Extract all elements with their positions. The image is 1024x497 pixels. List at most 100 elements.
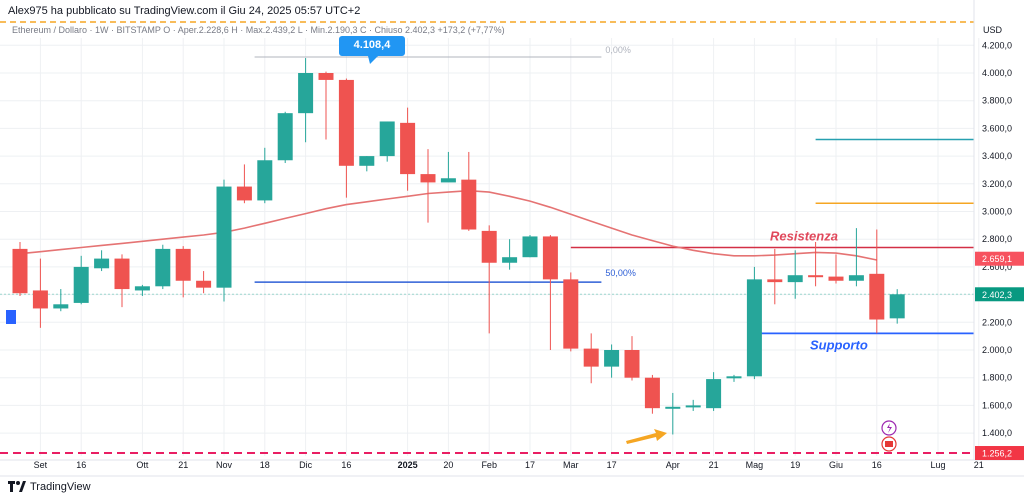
price-label: 2.659,1: [982, 254, 1012, 264]
price-label: 2.402,3: [982, 290, 1012, 300]
candle-body: [706, 379, 722, 409]
x-tick-label: Set: [34, 460, 48, 470]
left-edge-marker-icon: [6, 310, 16, 324]
candle: [338, 78, 354, 198]
ma-line: [19, 189, 877, 261]
candle: [196, 271, 212, 294]
candle: [134, 284, 150, 296]
level-lines: 0,00% 50,00%: [0, 21, 974, 455]
candle-body: [746, 279, 762, 377]
support-label: Supporto: [810, 337, 868, 352]
candle: [563, 272, 579, 352]
candle-body: [12, 248, 28, 294]
x-tick-label: 16: [341, 460, 351, 470]
candle-body: [563, 279, 579, 349]
x-tick-label: Giu: [829, 460, 843, 470]
x-tick-label: 19: [790, 460, 800, 470]
candle-body: [665, 406, 681, 409]
candle: [787, 250, 803, 299]
x-tick-label: Lug: [930, 460, 945, 470]
price-label: 1.256,2: [982, 449, 1012, 459]
candle: [808, 241, 824, 287]
candle: [175, 246, 191, 298]
candle: [848, 228, 864, 287]
candle: [32, 258, 48, 328]
y-tick-label: 3.400,0: [982, 151, 1012, 161]
lightning-icon: [887, 423, 892, 433]
us-flag-icon: [885, 441, 893, 447]
y-tick-label: 1.600,0: [982, 400, 1012, 410]
candle: [604, 344, 620, 378]
x-tick-label: 17: [607, 460, 617, 470]
publisher-line: Alex975 ha pubblicato su TradingView.com…: [8, 5, 360, 17]
candle-body: [196, 280, 212, 288]
candle: [277, 111, 293, 164]
candle-body: [32, 290, 48, 309]
tradingview-logo-icon: [8, 481, 26, 493]
candle: [12, 241, 28, 296]
candle: [94, 250, 110, 272]
price-label-box: [975, 446, 1024, 461]
candle-body: [542, 236, 558, 280]
candle: [53, 289, 69, 312]
candle-body: [400, 122, 416, 175]
max-callout: [339, 35, 405, 64]
candle: [767, 248, 783, 305]
max-callout-label: 4.108,4: [354, 39, 392, 51]
candle: [236, 164, 252, 204]
candle: [889, 289, 905, 324]
candle: [706, 372, 722, 411]
candle: [665, 392, 681, 435]
candle: [828, 254, 844, 284]
x-tick-label: 2025: [398, 460, 418, 470]
candles: [12, 58, 905, 435]
candle: [73, 255, 89, 305]
x-tick-label: Apr: [666, 460, 680, 470]
candle: [481, 225, 497, 334]
y-tick-label: 2.200,0: [982, 317, 1012, 327]
candle: [644, 374, 660, 414]
candle-body: [440, 178, 456, 183]
candle-body: [808, 275, 824, 278]
x-tick-label: Mag: [746, 460, 764, 470]
y-tick-label: 1.400,0: [982, 428, 1012, 438]
x-tick-label: 21: [178, 460, 188, 470]
candle-body: [359, 156, 375, 166]
x-tick-label: 16: [872, 460, 882, 470]
y-tick-label: 1.800,0: [982, 373, 1012, 383]
x-tick-label: Ott: [136, 460, 149, 470]
candle: [502, 239, 518, 270]
candle-body: [114, 258, 130, 290]
fib-0-label: 0,00%: [605, 45, 631, 55]
candle: [440, 151, 456, 183]
candle: [155, 244, 171, 290]
y-tick-label: 3.600,0: [982, 123, 1012, 133]
x-tick-label: 21: [709, 460, 719, 470]
candle-body: [155, 248, 171, 287]
candle-body: [318, 73, 334, 80]
candle: [461, 151, 477, 231]
candle-body: [134, 286, 150, 291]
candle-body: [848, 275, 864, 281]
price-label-box: [975, 251, 1024, 266]
candle-body: [461, 179, 477, 230]
candle: [298, 58, 314, 143]
y-tick-label: 3.800,0: [982, 96, 1012, 106]
candle-body: [726, 376, 742, 379]
candle-body: [644, 377, 660, 409]
candle: [257, 147, 273, 204]
candle-body: [338, 79, 354, 166]
candle: [216, 179, 232, 302]
candle-body: [379, 121, 395, 157]
candle-body: [502, 257, 518, 263]
candle-body: [767, 279, 783, 283]
x-tick-label: 16: [76, 460, 86, 470]
candle-body: [236, 186, 252, 201]
x-tick-label: 17: [525, 460, 535, 470]
candle-body: [257, 160, 273, 201]
candle-body: [216, 186, 232, 288]
tradingview-brand[interactable]: TradingView: [8, 479, 91, 495]
candle-body: [889, 294, 905, 319]
chart-grid: [0, 38, 980, 456]
